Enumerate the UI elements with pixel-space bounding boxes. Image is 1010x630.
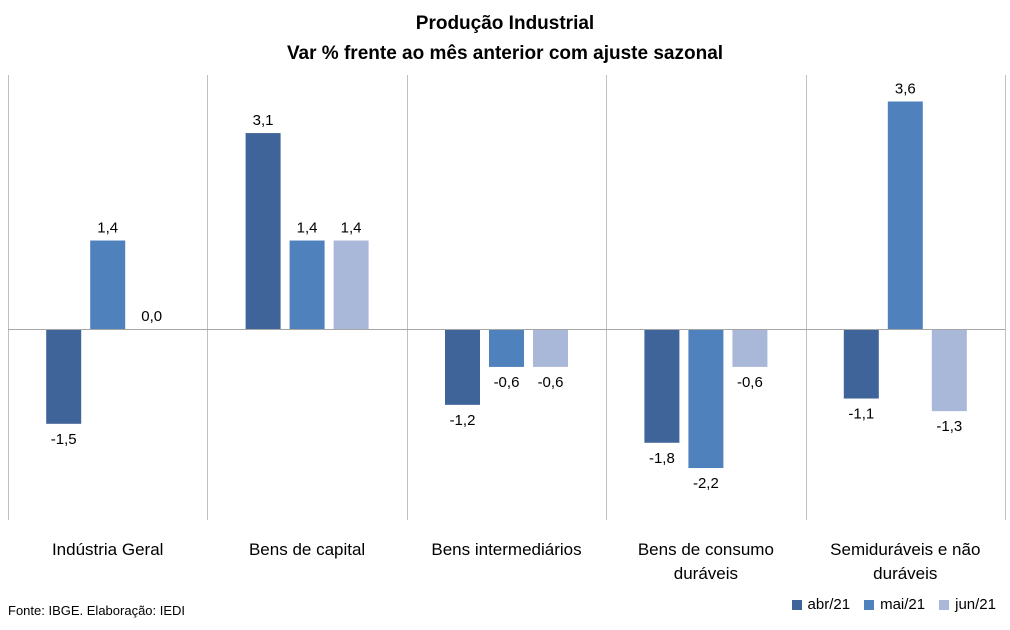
- category-label: Indústria Geral: [52, 540, 164, 559]
- legend-item-jun21: jun/21: [939, 596, 996, 613]
- bar: [732, 329, 768, 367]
- data-label: 3,6: [895, 80, 916, 97]
- data-label: -1,2: [450, 412, 476, 429]
- bar: [90, 240, 126, 329]
- category-label: duráveis: [674, 564, 738, 583]
- bar: [489, 329, 524, 367]
- chart-title: Produção Industrial: [415, 13, 595, 34]
- data-label: 3,1: [253, 112, 274, 129]
- data-label: -1,1: [848, 406, 874, 423]
- data-label: -1,3: [936, 418, 962, 435]
- data-label: 0,0: [141, 308, 162, 325]
- bar: [843, 329, 879, 399]
- category-label: Semiduráveis e não: [830, 540, 980, 559]
- bar: [688, 329, 724, 469]
- legend-swatch-mai21: [864, 599, 875, 610]
- data-label: 1,4: [297, 220, 318, 237]
- bar: [289, 240, 325, 329]
- bar: [931, 329, 967, 412]
- category-label: Bens de capital: [249, 540, 365, 559]
- bar: [533, 329, 568, 367]
- bar: [333, 240, 369, 329]
- data-label: -1,8: [649, 450, 675, 467]
- bar: [887, 101, 923, 329]
- legend-label-mai21: mai/21: [880, 596, 926, 613]
- legend-swatch-jun21: [939, 599, 950, 610]
- legend-swatch-abr21: [791, 599, 802, 610]
- source-note: Fonte: IBGE. Elaboração: IEDI: [8, 603, 186, 618]
- legend: abr/21 mai/21 jun/21: [791, 596, 996, 613]
- bar: [445, 329, 480, 405]
- data-label: 1,4: [341, 220, 362, 237]
- legend-label-jun21: jun/21: [955, 596, 996, 613]
- bar: [644, 329, 680, 443]
- data-label: -0,6: [737, 374, 763, 391]
- legend-label-abr21: abr/21: [807, 596, 851, 613]
- chart-subtitle: Var % frente ao mês anterior com ajuste …: [286, 43, 724, 64]
- data-label: 1,4: [97, 220, 118, 237]
- bar: [245, 133, 281, 329]
- data-label: -0,6: [538, 374, 564, 391]
- data-label: -0,6: [494, 374, 520, 391]
- category-label: duráveis: [873, 564, 937, 583]
- bar: [46, 329, 82, 424]
- category-label: Bens intermediários: [431, 540, 581, 559]
- legend-item-abr21: abr/21: [791, 596, 851, 613]
- category-label: Bens de consumo: [638, 540, 774, 559]
- data-label: -1,5: [51, 431, 77, 448]
- data-label: -2,2: [693, 475, 719, 492]
- legend-item-mai21: mai/21: [864, 596, 925, 613]
